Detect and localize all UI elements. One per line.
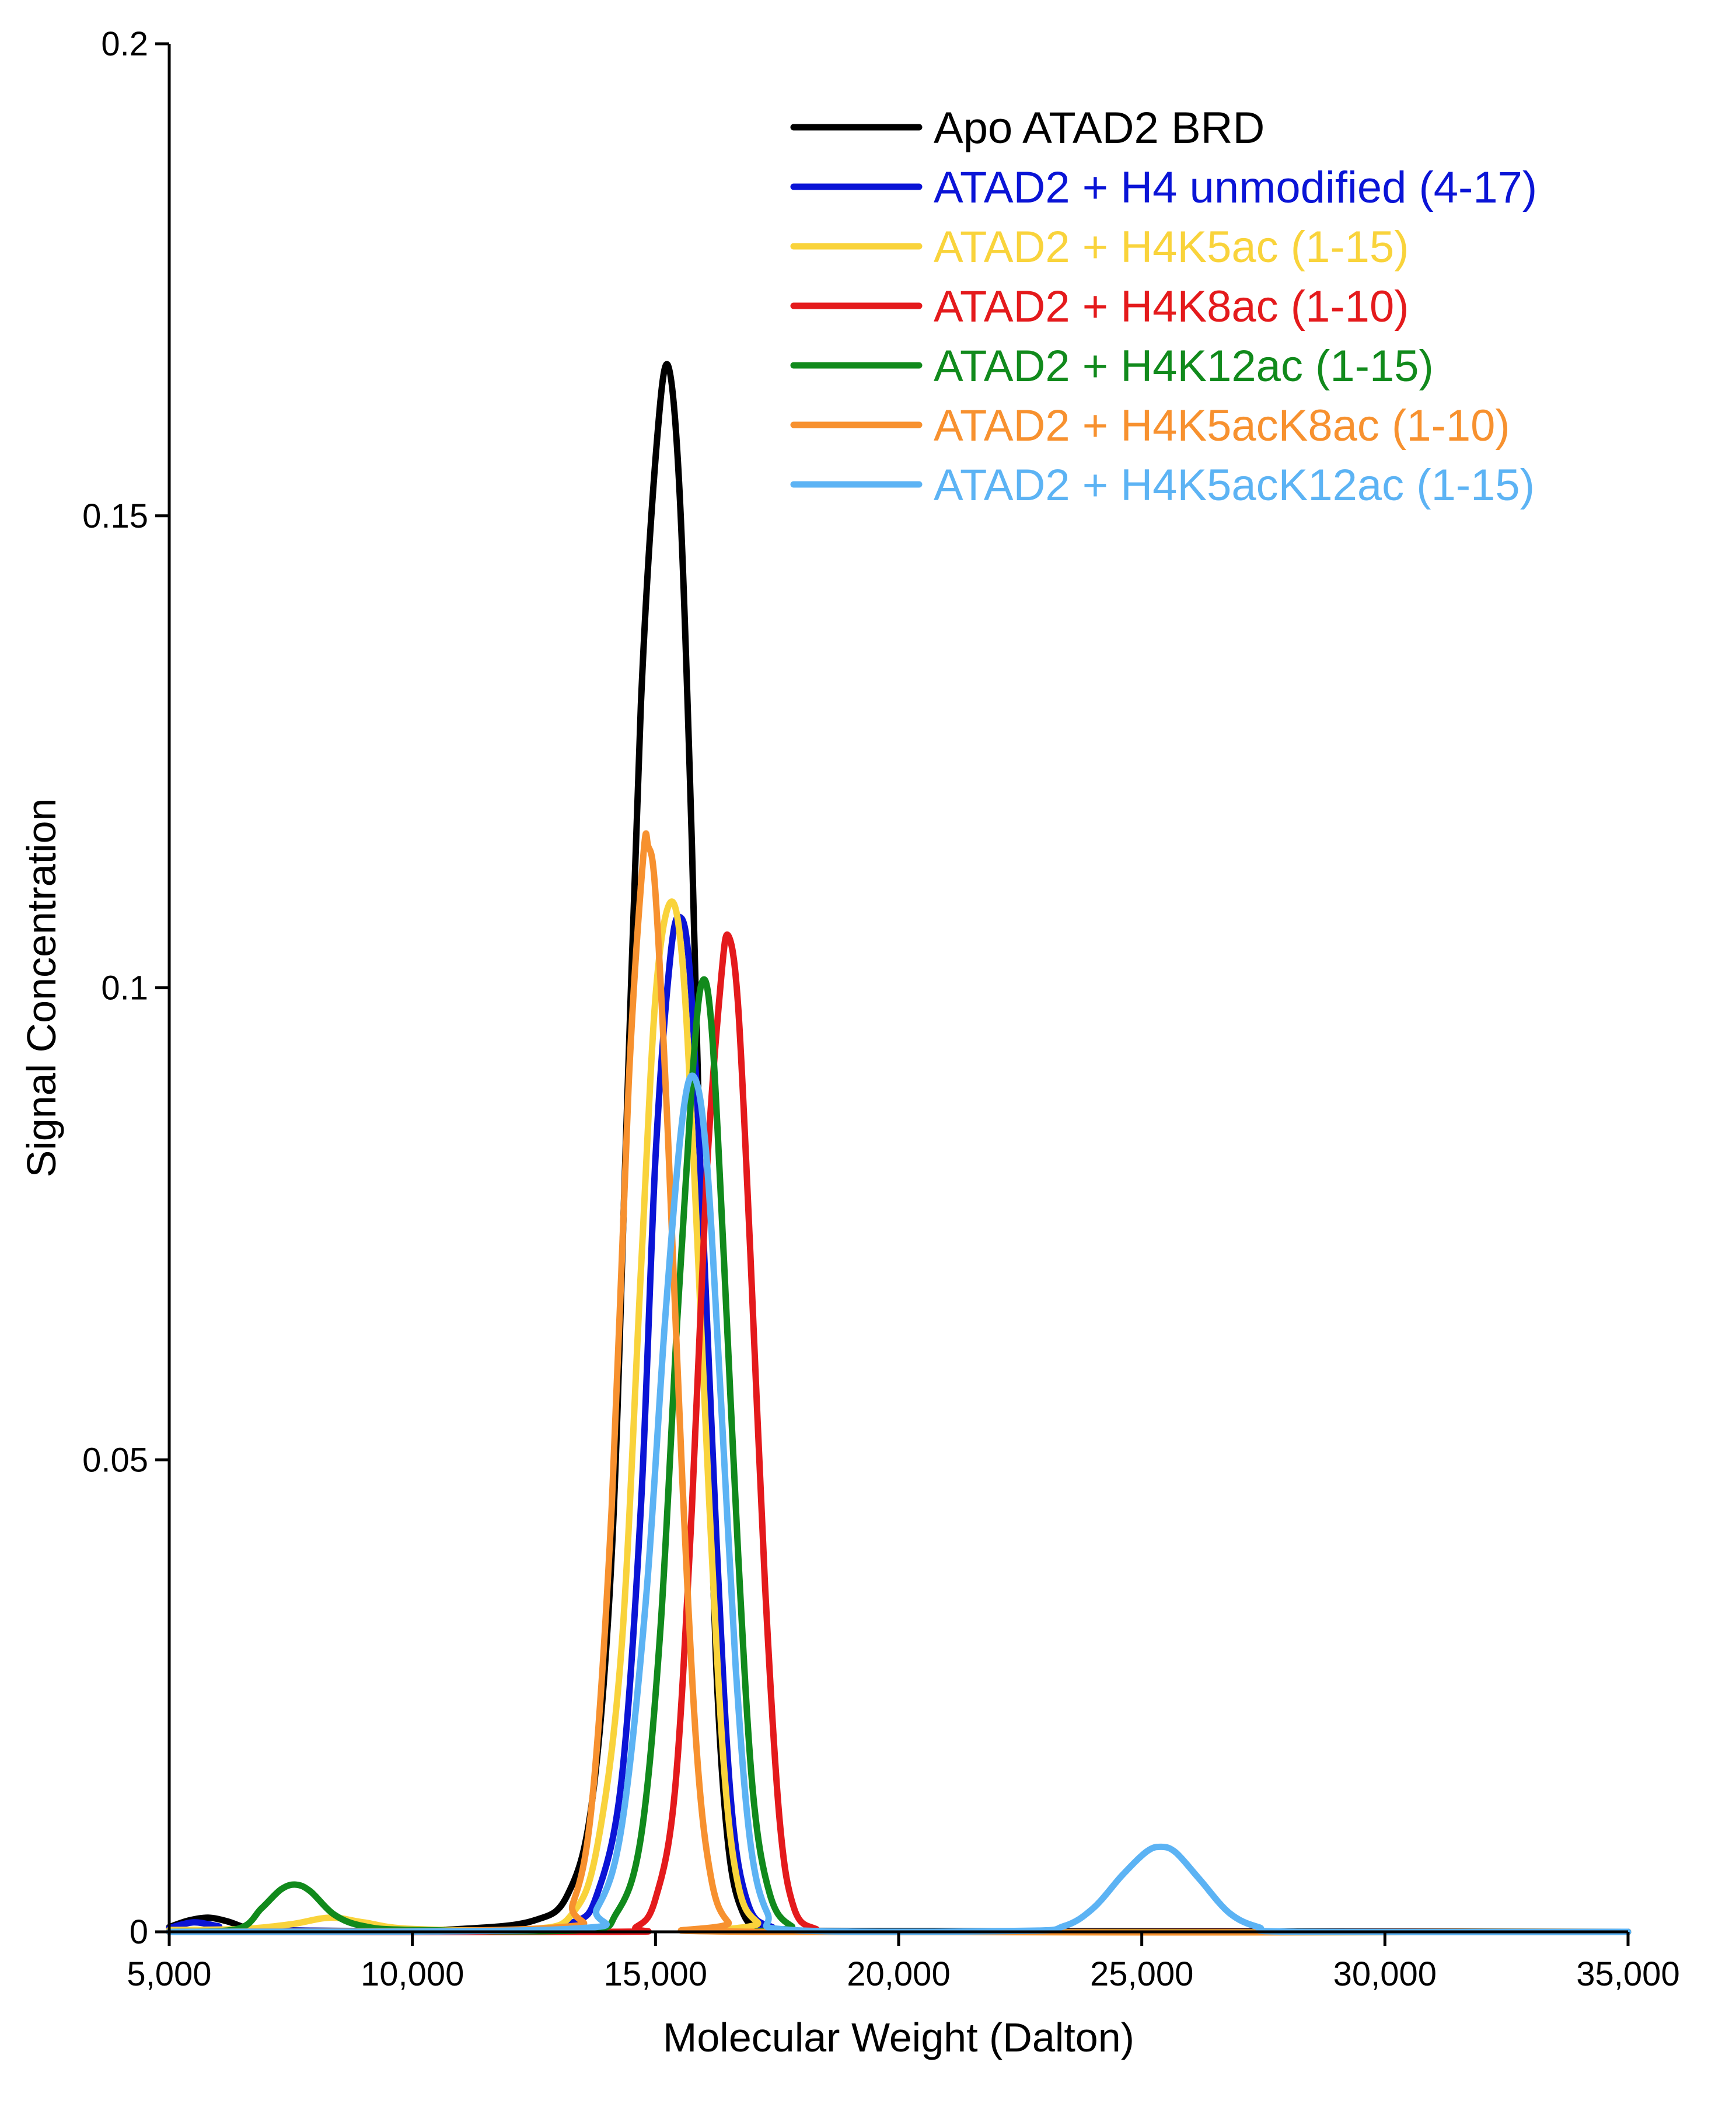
y-tick-label: 0.05 <box>82 1441 148 1479</box>
series-line-4 <box>166 931 1632 1936</box>
legend-label: ATAD2 + H4K8ac (1-10) <box>934 282 1409 332</box>
x-tick-label: 5,000 <box>127 1955 211 1993</box>
legend-label: ATAD2 + H4K12ac (1-15) <box>934 341 1434 391</box>
y-axis-title: Signal Concentration <box>19 798 64 1178</box>
y-tick-label: 0.1 <box>101 969 148 1007</box>
y-axis-ticks: 0 0.05 0.1 0.15 0.2 <box>82 25 169 1951</box>
y-tick-label: 0.2 <box>101 25 148 63</box>
x-axis-ticks: 5,000 10,000 15,000 20,000 25,000 30,000 35,00… <box>127 1932 1680 1993</box>
series-line-3 <box>166 898 1632 1936</box>
legend-label: ATAD2 + H4 unmodified (4-17) <box>934 163 1537 212</box>
legend-label: Apo ATAD2 BRD <box>934 103 1265 153</box>
series-line-6 <box>166 830 1632 1936</box>
y-tick-label: 0 <box>130 1913 148 1951</box>
legend-label: ATAD2 + H4K5acK8ac (1-10) <box>934 401 1510 451</box>
series-line-5 <box>166 976 1632 1936</box>
x-tick-label: 15,000 <box>604 1955 707 1993</box>
series-line-2 <box>166 913 1632 1936</box>
series-curves <box>166 361 1632 1936</box>
x-axis-title: Molecular Weight (Dalton) <box>663 2015 1134 2060</box>
y-tick-label: 0.15 <box>82 497 148 535</box>
x-tick-label: 30,000 <box>1333 1955 1437 1993</box>
series-line-7 <box>166 1072 1632 1936</box>
legend-label: ATAD2 + H4K5ac (1-15) <box>934 222 1409 272</box>
legend: Apo ATAD2 BRD ATAD2 + H4 unmodified (4-17… <box>790 103 1537 510</box>
x-tick-label: 25,000 <box>1090 1955 1193 1993</box>
x-tick-label: 35,000 <box>1576 1955 1679 1993</box>
legend-label: ATAD2 + H4K5acK12ac (1-15) <box>934 460 1535 510</box>
x-tick-label: 20,000 <box>847 1955 950 1993</box>
series-line-1 <box>166 361 1632 1935</box>
axes: 0 0.05 0.1 0.15 0.2 5,000 10,000 15,000 20,000 2… <box>82 25 1680 1993</box>
x-tick-label: 10,000 <box>361 1955 464 1993</box>
